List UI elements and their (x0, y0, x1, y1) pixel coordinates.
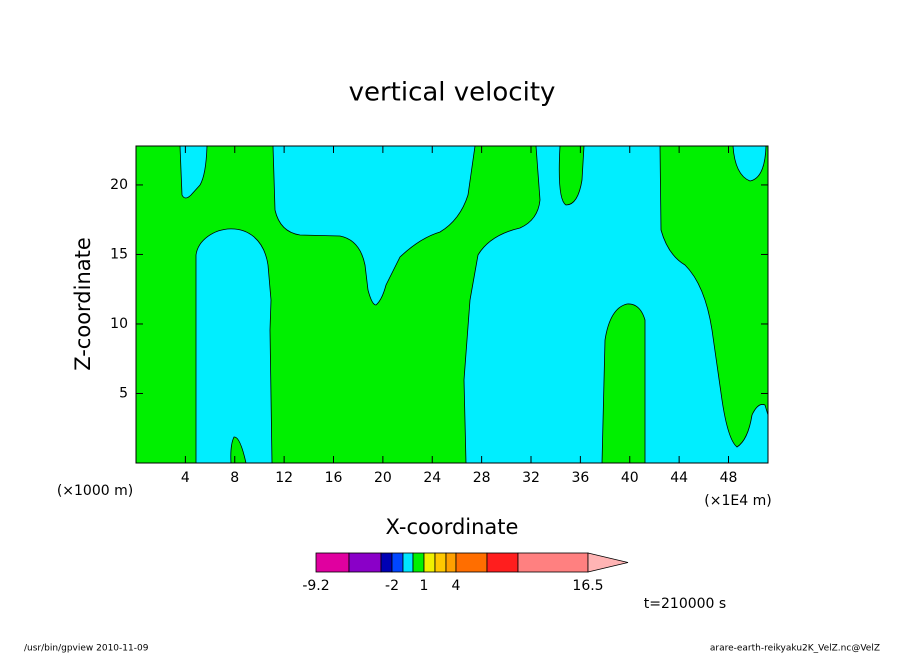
colorbar-box (517, 552, 589, 573)
colorbar-box (315, 552, 350, 573)
colorbar-label: 4 (452, 578, 461, 594)
y-tick-label: 15 (110, 246, 128, 262)
contour-region (180, 146, 207, 198)
y-tick-label: 5 (119, 385, 128, 401)
contour-region (273, 146, 475, 305)
colorbar-box (391, 552, 404, 573)
y-tick-label: 10 (110, 316, 128, 332)
x-tick-label: 36 (571, 470, 589, 486)
x-tick-label: 40 (621, 470, 639, 486)
x-tick-label: 44 (670, 470, 688, 486)
colorbar-box (455, 552, 488, 573)
contour-region (196, 228, 272, 463)
colorbar-label: 16.5 (572, 578, 603, 594)
x-tick-label: 20 (374, 470, 392, 486)
colorbar-box (348, 552, 382, 573)
x-axis-label: X-coordinate (386, 515, 519, 539)
colorbar-label: -9.2 (302, 578, 329, 594)
plot-frame (135, 145, 769, 464)
colorbar-label: 1 (420, 578, 429, 594)
colorbar-arrow (587, 552, 629, 573)
colorbar-box (412, 552, 425, 573)
x-tick-label: 24 (423, 470, 441, 486)
x-tick-label: 28 (473, 470, 491, 486)
contour-region (733, 146, 766, 181)
y-axis-label: Z-coordinate (71, 237, 95, 371)
x-tick-label: 48 (720, 470, 738, 486)
x-tick-label: 4 (181, 470, 190, 486)
x-tick-label: 8 (230, 470, 239, 486)
x-tick-label: 16 (325, 470, 343, 486)
x-unit-label: (×1E4 m) (704, 493, 771, 509)
contour-lines (179, 145, 769, 464)
colorbar-box (445, 552, 457, 573)
footer-right: arare-earth-reikyaku2K_VelZ.nc@VelZ (710, 644, 880, 654)
colorbar-box (380, 552, 393, 573)
colorbar-box (486, 552, 519, 573)
y-tick-label: 20 (110, 177, 128, 193)
contour-region (464, 146, 768, 463)
x-unit-label: (×1000 m) (57, 483, 133, 499)
colorbar-label: -2 (385, 578, 399, 594)
footer-left: /usr/bin/gpview 2010-11-09 (24, 644, 149, 654)
chart-title: vertical velocity (349, 78, 556, 108)
x-tick-label: 32 (522, 470, 540, 486)
x-tick-label: 12 (275, 470, 293, 486)
colorbar-box (434, 552, 447, 573)
colorbar-box (423, 552, 436, 573)
colorbar-box (402, 552, 414, 573)
annotation: t=210000 s (644, 596, 726, 612)
